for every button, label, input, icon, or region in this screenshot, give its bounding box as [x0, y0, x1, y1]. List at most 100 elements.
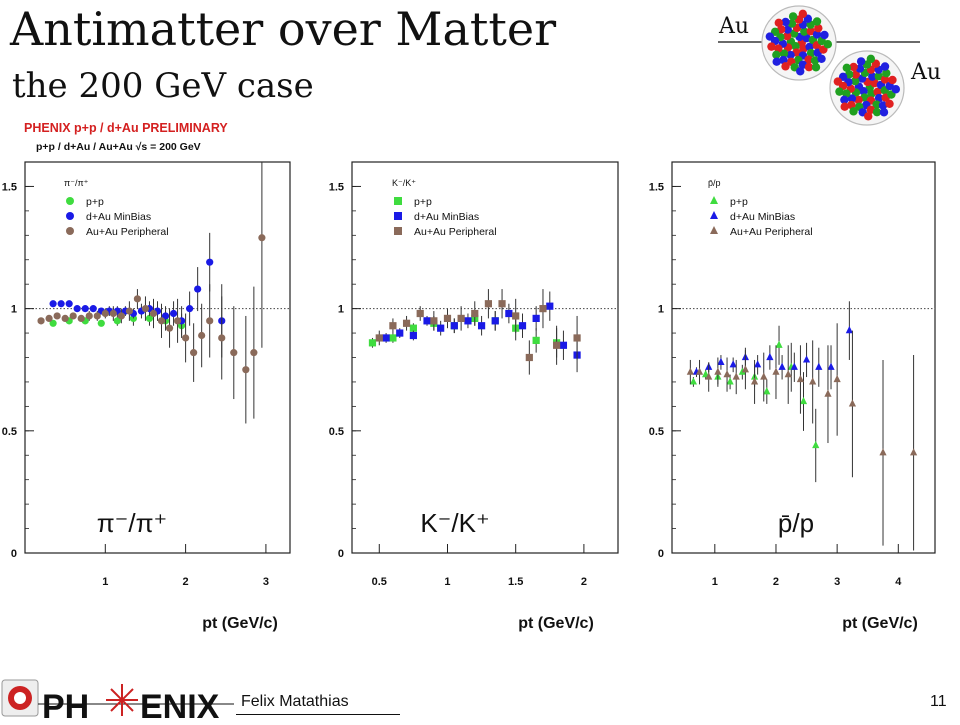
legend-entry: Au+Au Peripheral: [414, 226, 497, 238]
data-point: [464, 317, 472, 325]
data-point: [710, 226, 718, 234]
nucleon-dot: [833, 77, 843, 86]
y-tick-label: 0: [338, 548, 344, 560]
data-point: [149, 309, 158, 318]
ratio-label: p̄/p: [778, 508, 814, 538]
data-point: [553, 341, 561, 349]
data-point: [409, 324, 417, 332]
data-point: [242, 366, 250, 374]
nucleon-dot: [882, 68, 891, 78]
data-point: [45, 314, 53, 322]
data-point: [726, 377, 734, 385]
data-point: [382, 334, 390, 342]
nucleon-dot: [804, 55, 813, 64]
data-point: [879, 448, 887, 456]
nucleon-dot: [872, 107, 882, 117]
data-point: [796, 374, 805, 383]
nucleon-dot: [864, 112, 873, 121]
data-point: [206, 258, 214, 266]
series-au-au-peripheral: [686, 323, 918, 551]
nucleon-dot: [851, 70, 860, 79]
nucleon-dot: [878, 101, 888, 110]
data-point: [416, 309, 424, 318]
data-point: [573, 334, 581, 342]
y-tick-label: 0.5: [2, 426, 17, 438]
nucleon-dot: [868, 72, 877, 81]
data-point: [772, 367, 780, 375]
data-point: [258, 234, 266, 242]
nucleon-dot: [779, 55, 788, 65]
y-tick-label: 1: [658, 304, 664, 316]
data-point: [790, 362, 798, 370]
nucleon-dot: [842, 63, 851, 72]
phenix-logo: PH ENIX: [0, 664, 240, 725]
nucleon-dot: [798, 9, 808, 19]
x-axis-label: pt (GeV/c): [842, 615, 918, 632]
nucleus-label-2: Au: [911, 60, 942, 85]
legend-entry: p+p: [414, 196, 432, 208]
data-point: [450, 322, 458, 330]
nucleon-dot: [772, 50, 781, 59]
data-point: [491, 317, 499, 325]
nucleon-dot: [812, 17, 822, 26]
nucleon-dot: [873, 87, 882, 97]
y-tick-label: 0.5: [329, 426, 344, 438]
data-point: [525, 353, 533, 362]
data-point: [532, 314, 540, 322]
data-point: [173, 317, 182, 325]
ratio-label: K⁻/K⁺: [420, 508, 489, 538]
nucleon-dot: [814, 23, 823, 33]
data-point: [368, 339, 377, 347]
series-au-au-peripheral: [375, 289, 581, 375]
data-point: [66, 212, 74, 220]
x-tick-label: 1: [712, 576, 718, 588]
data-point: [775, 340, 783, 348]
legend-title: K⁻/K⁺: [392, 178, 416, 188]
energy-label: p+p / d+Au / Au+Au √s = 200 GeV: [36, 141, 201, 153]
data-point: [799, 396, 808, 405]
data-point: [85, 312, 93, 320]
data-point: [833, 374, 841, 383]
data-point: [182, 334, 190, 342]
legend-entry: Au+Au Peripheral: [730, 226, 813, 238]
data-point: [169, 309, 178, 318]
data-point: [750, 377, 759, 385]
y-tick-label: 1.5: [329, 181, 344, 193]
y-tick-label: 0: [658, 548, 664, 560]
y-tick-label: 1: [11, 304, 17, 316]
slide-title: Antimatter over Matter: [10, 2, 557, 56]
nucleon-dot: [847, 94, 857, 103]
nucleon-dot: [779, 49, 789, 58]
data-point: [66, 227, 74, 235]
data-point: [117, 312, 125, 320]
logo-text-right: ENIX: [140, 688, 220, 720]
data-point: [778, 362, 786, 370]
data-point: [741, 365, 749, 373]
nucleon-dot: [874, 72, 883, 81]
nucleon-dot: [781, 62, 790, 71]
data-point: [423, 317, 431, 325]
nucleon-dot: [774, 18, 783, 27]
data-point: [402, 319, 411, 327]
nucleon-dot: [811, 63, 821, 72]
data-point: [125, 307, 133, 315]
data-point: [710, 211, 718, 219]
nucleon-dot: [820, 30, 829, 40]
nucleon-dot: [888, 75, 897, 85]
data-point: [57, 300, 65, 308]
data-point: [732, 372, 740, 380]
data-point: [250, 349, 258, 357]
data-point: [505, 309, 513, 318]
data-point: [848, 399, 857, 407]
data-point: [394, 197, 402, 205]
y-tick-label: 0: [11, 548, 17, 560]
nucleon-dot: [765, 32, 775, 41]
x-tick-label: 3: [263, 576, 269, 588]
data-point: [705, 372, 713, 380]
data-point: [394, 212, 402, 220]
nucleon-dot: [812, 30, 822, 39]
nucleon-dot: [783, 25, 792, 34]
plot-frame: [671, 161, 936, 554]
data-point: [802, 355, 811, 363]
data-point: [909, 448, 918, 456]
